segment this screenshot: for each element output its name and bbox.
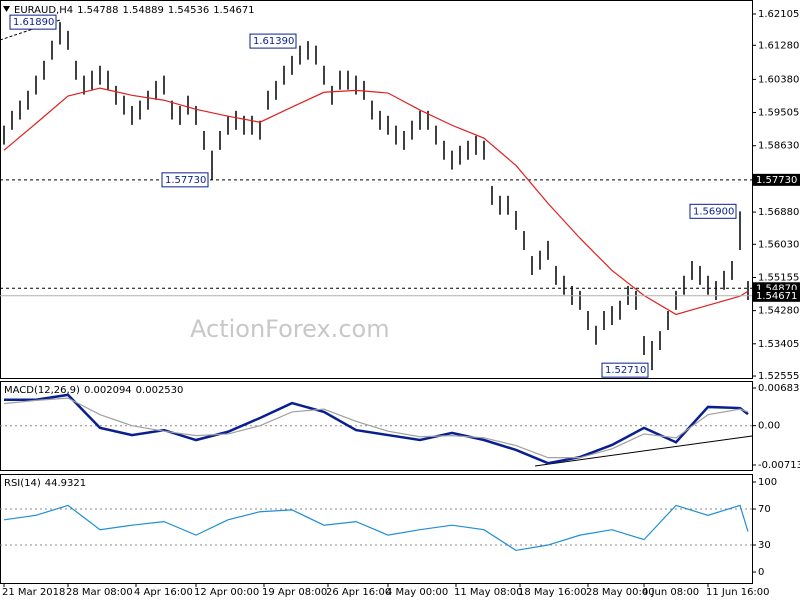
y-tick-label: 1.54280	[758, 306, 799, 317]
x-tick-label: 21 Mar 2018	[2, 587, 65, 598]
y-tick-label: 1.55155	[758, 272, 799, 283]
y-tick-label: 0	[758, 567, 764, 578]
readout-value: 1.54788	[77, 5, 118, 16]
title: RSI(14)	[4, 478, 41, 489]
y-tick-label: 1.53405	[758, 339, 799, 350]
x-tick-label: 12 Apr 00:00	[194, 587, 259, 598]
series-line	[3, 504, 749, 552]
y-tick-label: 0.006839	[758, 383, 800, 394]
title: MACD(12,26,9)	[4, 385, 80, 396]
x-tick-label: 4 Jun 08:00	[642, 587, 699, 598]
readout-value: 0.002094	[84, 385, 132, 396]
y-tick-label: 1.56880	[758, 207, 799, 218]
panel-title: MACD(12,26,9) 0.002094 0.002530	[4, 385, 183, 396]
y-tick-label: 0.00	[758, 421, 780, 432]
y-tick-label: 1.62105	[758, 9, 799, 20]
annotation-label: 1.52710	[605, 365, 646, 376]
panel-border	[0, 474, 753, 584]
x-tick-label: 19 Apr 08:00	[262, 587, 327, 598]
level-label-box	[753, 173, 800, 186]
y-tick-label: 1.56030	[758, 239, 799, 250]
panel-title: EURAUD,H4 1.54788 1.54889 1.54536 1.54671	[14, 5, 255, 16]
readout-value: 1.54536	[168, 5, 209, 16]
readout-value: 1.54889	[122, 5, 163, 16]
panel-title: RSI(14) 44.9321	[4, 478, 86, 489]
x-tick-label: 11 Jun 16:00	[706, 587, 770, 598]
y-tick-label: 100	[758, 477, 777, 488]
series-line	[3, 397, 749, 459]
readout-value: 44.9321	[45, 478, 86, 489]
current-price-box	[753, 289, 800, 302]
x-tick-label: 28 May 00:00	[586, 587, 655, 598]
level-label: 1.57730	[756, 175, 797, 186]
annotation-box	[689, 203, 737, 219]
x-tick-label: 4 Apr 16:00	[134, 587, 193, 598]
panel-border	[0, 0, 753, 379]
watermark: ActionForex.com	[190, 315, 390, 343]
x-tick-label: 28 Mar 08:00	[66, 587, 133, 598]
y-tick-label: -0.007132	[758, 460, 800, 471]
x-tick-label: 18 May 16:00	[518, 587, 587, 598]
annotation-box	[161, 172, 209, 188]
annotation-box	[249, 33, 297, 49]
readout-value: 0.002530	[136, 385, 184, 396]
y-tick-label: 70	[758, 504, 771, 515]
y-tick-label: 1.59505	[758, 108, 799, 119]
y-tick-label: 30	[758, 540, 771, 551]
annotation-box	[9, 14, 57, 30]
series-line	[4, 393, 749, 465]
annotation-label: 1.61890	[13, 17, 54, 28]
readout-value: 1.54671	[213, 5, 254, 16]
annotation-label: 1.61390	[253, 36, 294, 47]
annotation-label: 1.56900	[693, 206, 734, 217]
annotation-box	[601, 362, 649, 378]
title: EURAUD,H4	[14, 5, 73, 16]
macd-trend-line	[534, 435, 753, 467]
y-tick-label: 1.60380	[758, 74, 799, 85]
level-label: 1.54870	[756, 283, 797, 294]
x-tick-label: 26 Apr 16:00	[326, 587, 391, 598]
annotation-label: 1.57730	[165, 175, 206, 186]
y-tick-label: 1.61280	[758, 40, 799, 51]
x-tick-label: 4 May 00:00	[386, 587, 448, 598]
y-tick-label: 1.58630	[758, 141, 799, 152]
y-tick-label: 1.52555	[758, 371, 799, 382]
symbol-menu-arrow[interactable]	[3, 6, 10, 12]
x-tick-label: 11 May 08:00	[454, 587, 523, 598]
current-price-label: 1.54671	[756, 291, 797, 302]
